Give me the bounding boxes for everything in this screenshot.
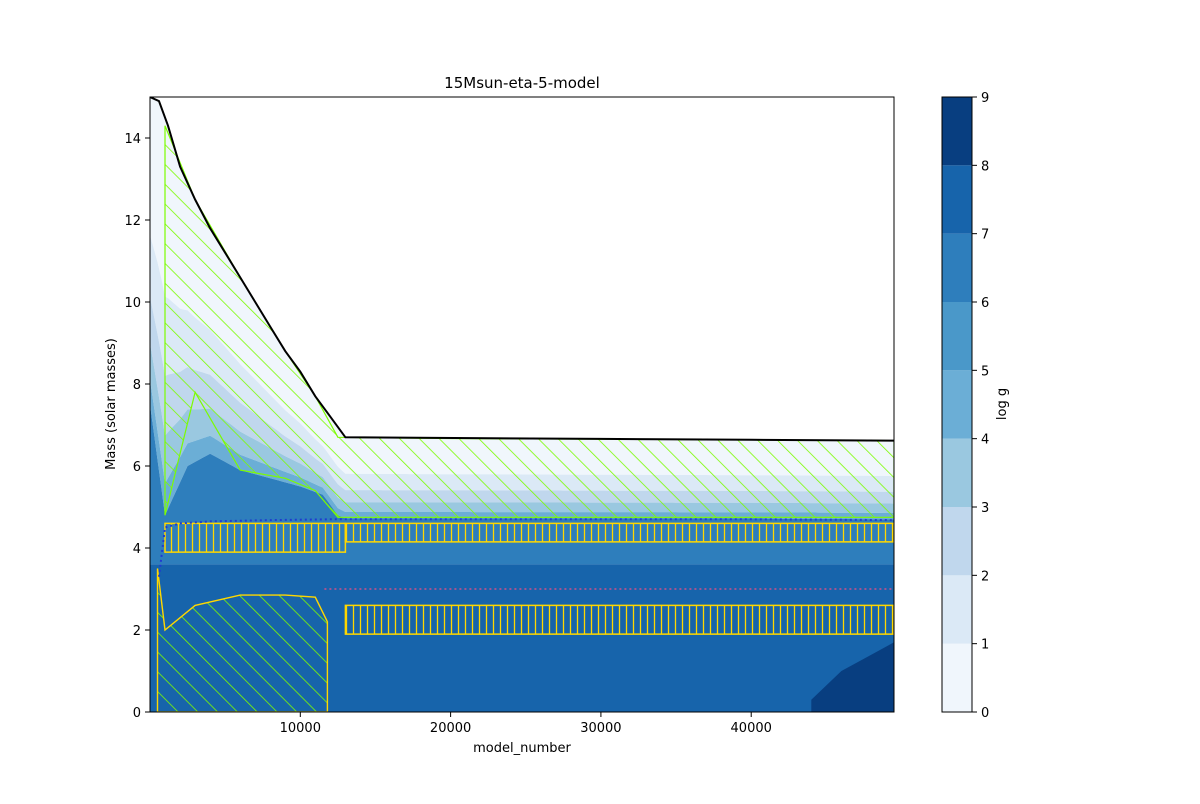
colorbar-tick-label: 5: [981, 364, 989, 379]
colorbar-tick-label: 2: [981, 569, 989, 584]
colorbar-tick-label: 8: [981, 159, 989, 174]
colorbar-level: [942, 233, 972, 302]
y-axis-label: Mass (solar masses): [104, 338, 119, 470]
colorbar-level: [942, 643, 972, 712]
y-tick-label: 10: [124, 296, 141, 311]
y-axis: 0 2 4 6 8 10 12 14: [124, 132, 150, 721]
x-tick-label: 10000: [280, 721, 321, 736]
colorbar-level: [942, 97, 972, 166]
x-axis: 10000 20000 30000 40000: [280, 712, 772, 736]
y-tick-label: 0: [133, 706, 141, 721]
y-tick-label: 2: [133, 624, 141, 639]
colorbar-frame: [941, 96, 973, 713]
y-tick-label: 14: [124, 132, 141, 147]
shell-burning-region-0: [164, 522, 347, 553]
y-tick-label: 8: [133, 378, 141, 393]
colorbar-level: [942, 438, 972, 507]
colorbar-level: [942, 575, 972, 644]
colorbar-tick-label: 0: [981, 706, 989, 721]
x-axis-label: model_number: [473, 741, 571, 756]
x-tick-label: 20000: [430, 721, 471, 736]
colorbar-tick-label: 9: [981, 91, 989, 106]
plot-area: [150, 97, 894, 712]
colorbar-level: [942, 165, 972, 234]
y-tick-label: 4: [133, 542, 141, 557]
logg-layer-6: [150, 564, 894, 712]
he-core-boundary: [158, 518, 894, 577]
shell-burning-region-2: [344, 604, 894, 635]
colorbar-tick-label: 7: [981, 228, 989, 243]
shell-burning-region-1: [344, 522, 894, 543]
chart-title: 15Msun-eta-5-model: [444, 74, 600, 92]
logg-core-dense: [811, 642, 894, 712]
y-tick-label: 12: [124, 214, 141, 229]
convective-core-zone: [156, 568, 329, 712]
x-tick-label: 30000: [580, 721, 621, 736]
plot-frame: [149, 96, 895, 713]
colorbar-label: log g: [995, 388, 1010, 420]
colorbar-level: [942, 370, 972, 439]
colorbar-level: [942, 302, 972, 371]
colorbar-tick-label: 1: [981, 638, 989, 653]
y-tick-label: 6: [133, 460, 141, 475]
colorbar-tick-label: 6: [981, 296, 989, 311]
colorbar-tick-label: 4: [981, 433, 989, 448]
colorbar-level: [942, 507, 972, 576]
x-tick-label: 40000: [731, 721, 772, 736]
colorbar-tick-label: 3: [981, 501, 989, 516]
star-mass-line: [150, 97, 894, 442]
colorbar: 0 1 2 3 4 5 6 7 8 9: [941, 91, 989, 721]
